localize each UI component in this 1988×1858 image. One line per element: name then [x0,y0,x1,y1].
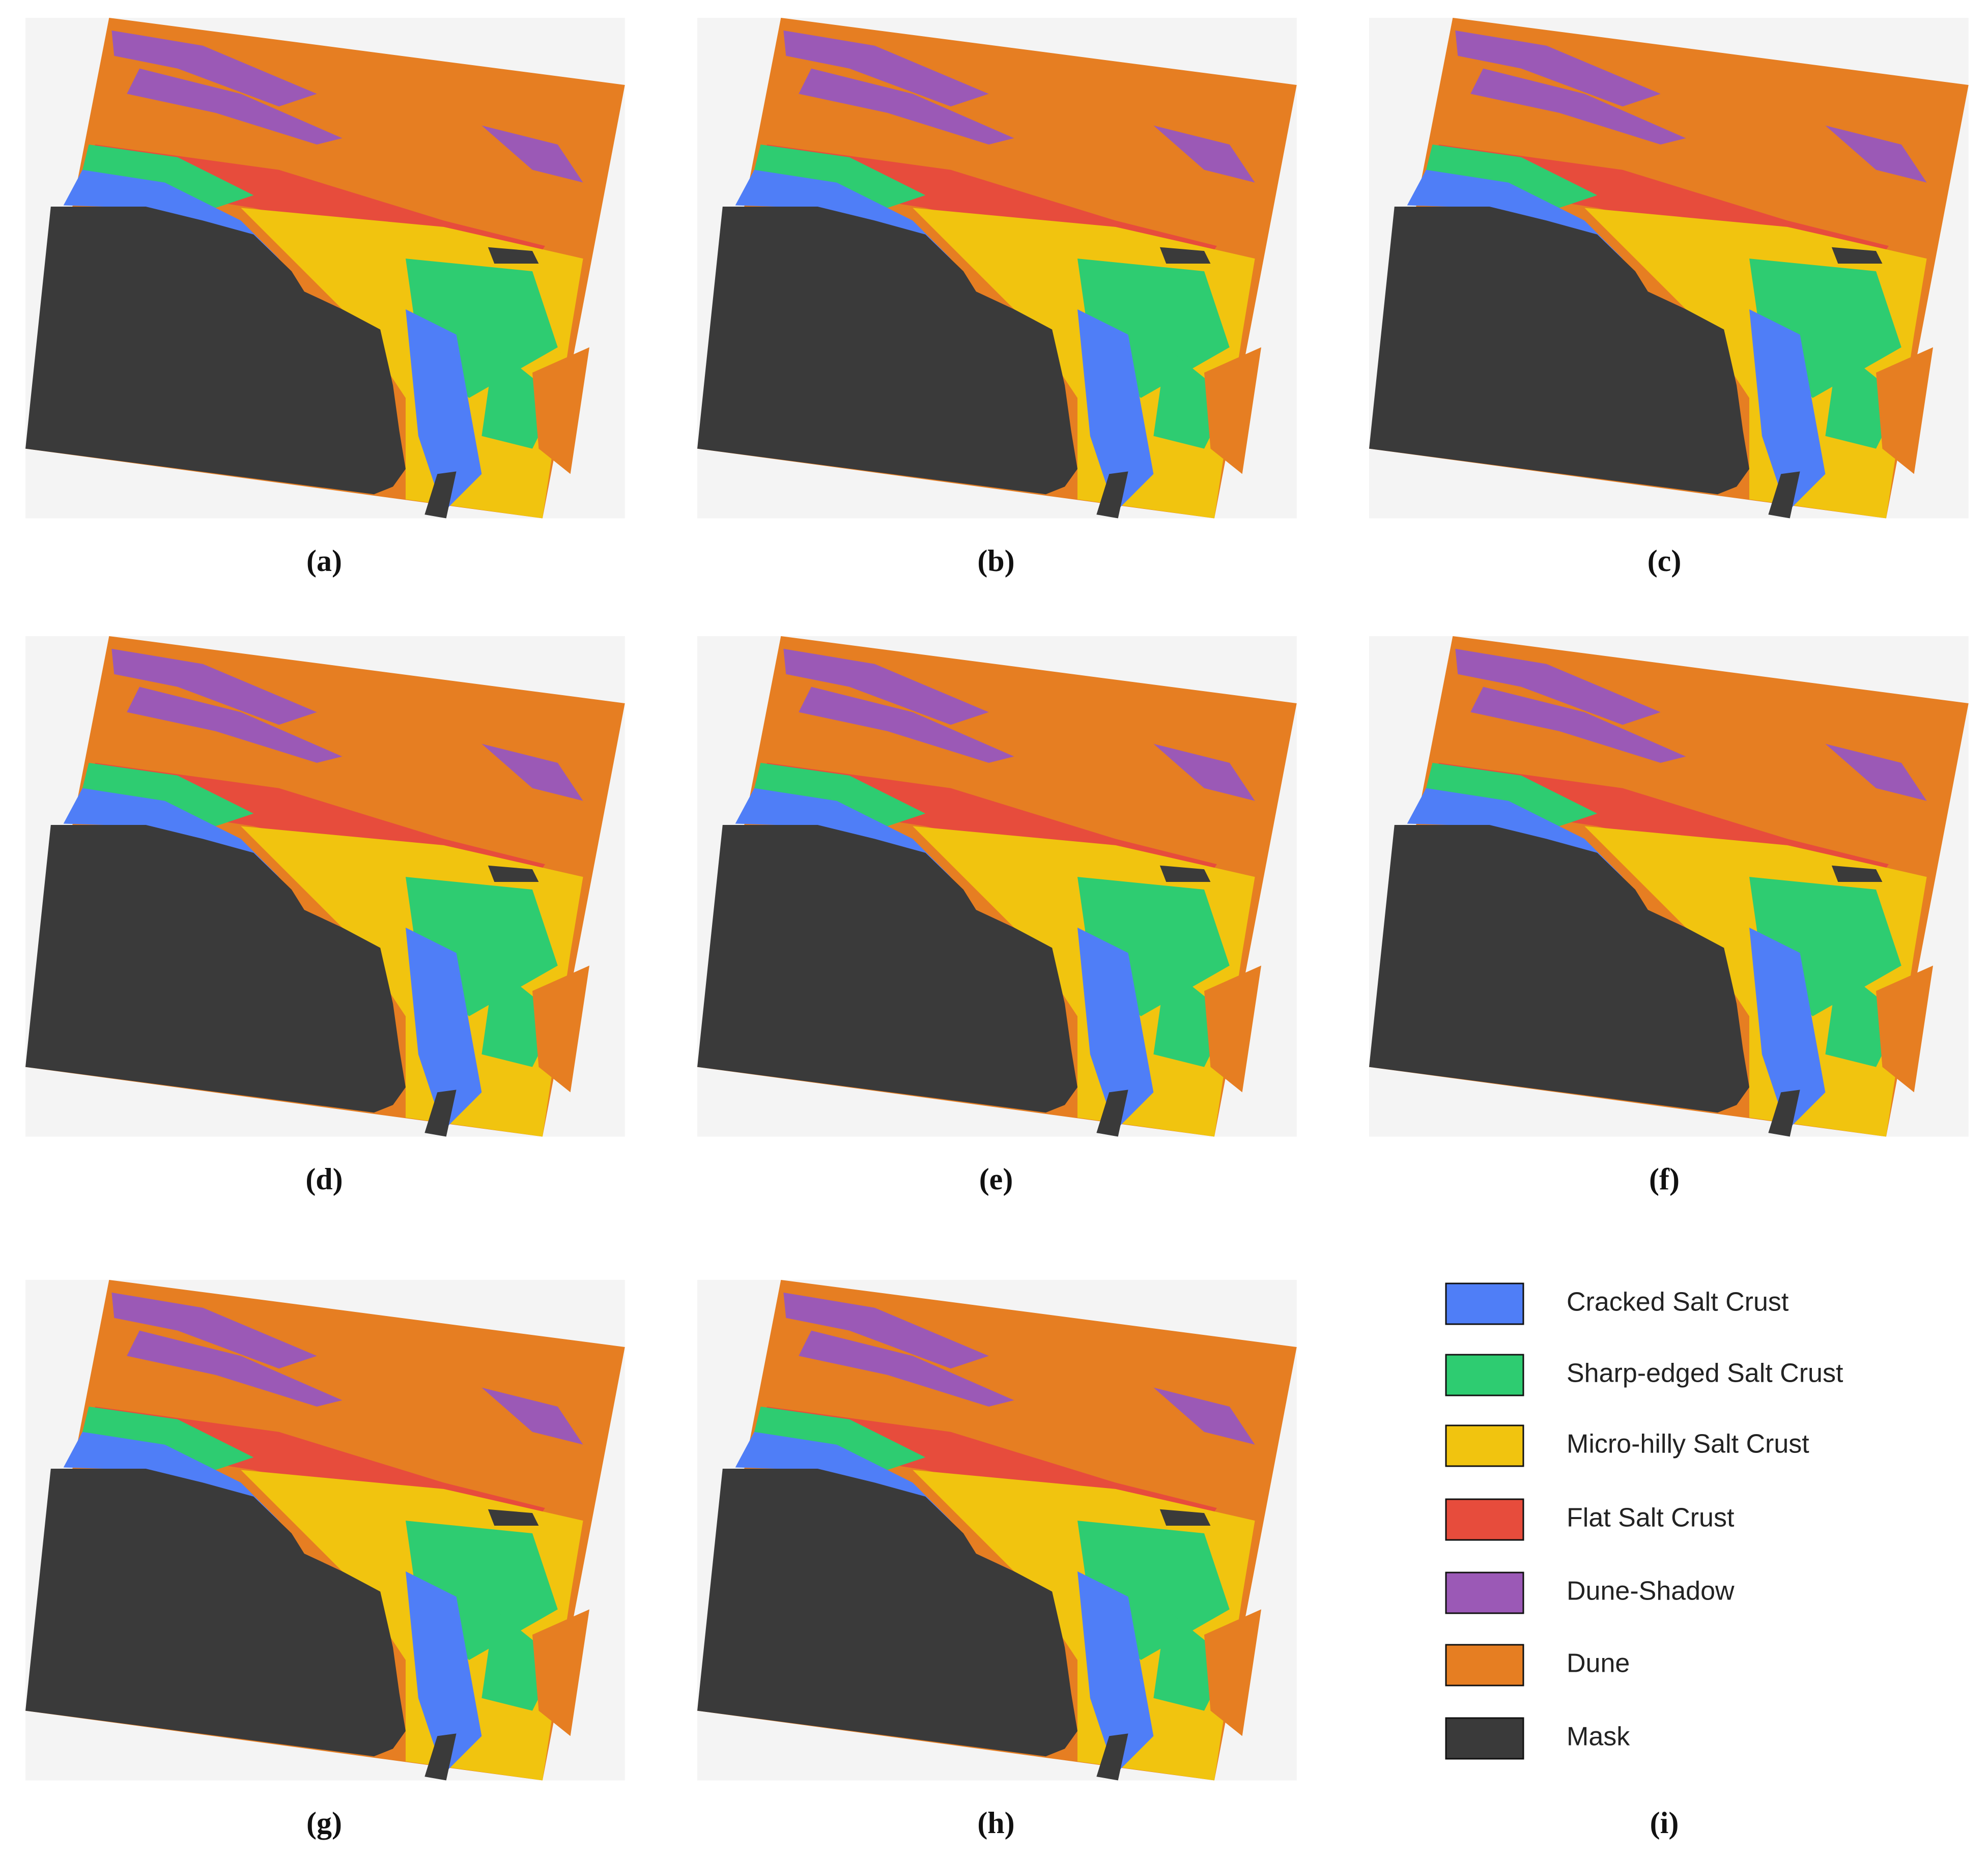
classification-map [25,636,625,1137]
classification-map [1369,18,1969,519]
panel-label: (i) [1650,1806,1679,1840]
classification-map [697,18,1297,519]
panel-label: (f) [1649,1162,1680,1196]
legend-label: Sharp-edged Salt Crust [1567,1359,1843,1388]
classification-map [25,18,625,519]
legend-swatch [1445,1717,1524,1760]
classification-map [697,1280,1297,1781]
legend-label: Micro-hilly Salt Crust [1567,1430,1809,1459]
panel-label: (g) [306,1806,342,1840]
panel-label: (a) [306,544,342,578]
legend-label: Flat Salt Crust [1567,1503,1735,1533]
legend-swatch [1445,1498,1524,1541]
panel-label: (e) [979,1162,1013,1196]
panel-label: (h) [977,1806,1014,1840]
panel-label: (d) [305,1162,343,1196]
classification-map [697,636,1297,1137]
legend-swatch [1445,1282,1524,1325]
legend-swatch [1445,1424,1524,1467]
legend-label: Dune-Shadow [1567,1577,1735,1606]
legend: Cracked Salt Crust Sharp-edged Salt Crust… [1445,1282,1843,1760]
legend-label: Dune [1567,1649,1630,1678]
classification-map [1369,636,1969,1137]
legend-label: Cracked Salt Crust [1567,1288,1789,1317]
legend-swatch [1445,1354,1524,1396]
classification-map [25,1280,625,1781]
legend-swatch [1445,1644,1524,1687]
legend-label: Mask [1567,1722,1630,1752]
panel-label: (b) [977,544,1014,578]
legend-swatch [1445,1571,1524,1614]
panel-label: (c) [1648,544,1682,578]
